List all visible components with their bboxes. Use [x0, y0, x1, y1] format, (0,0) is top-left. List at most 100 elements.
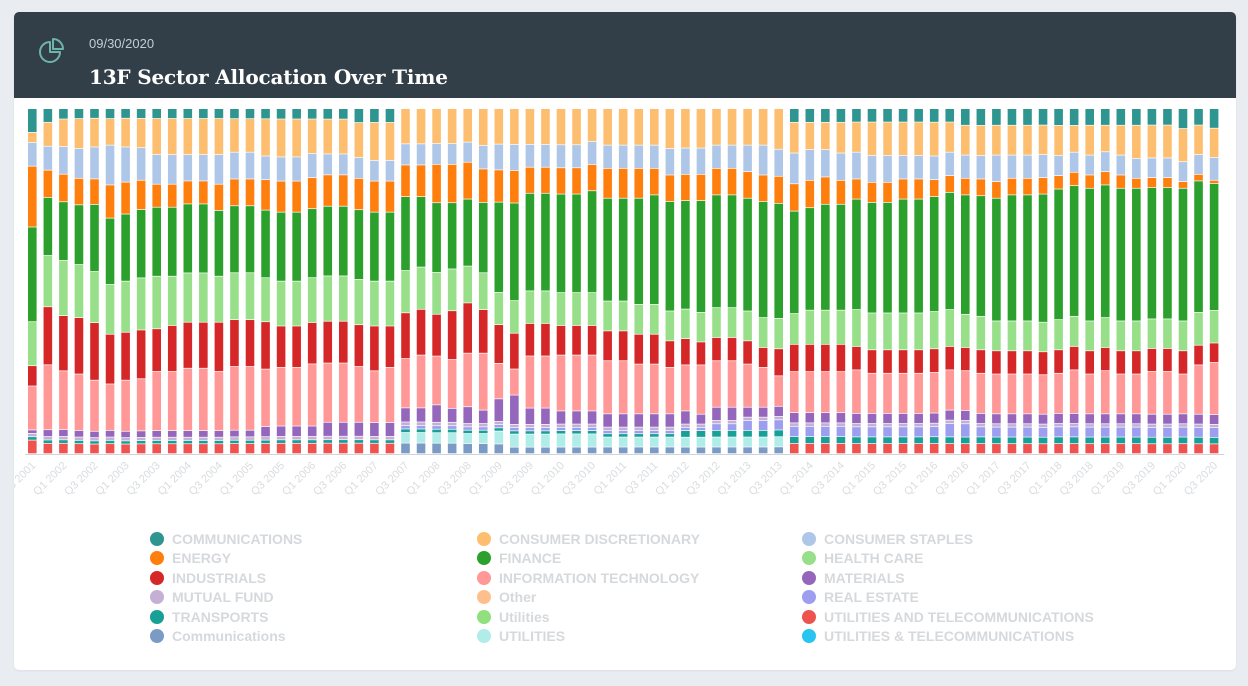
segment-utilities-and-telecommunications[interactable]	[370, 443, 379, 454]
segment-information-technology[interactable]	[105, 384, 115, 431]
segment-materials[interactable]	[323, 422, 333, 436]
segment-industrials[interactable]	[432, 314, 441, 356]
segment-information-technology[interactable]	[510, 369, 519, 395]
bar-q4-2016[interactable]	[976, 109, 986, 454]
segment-materials[interactable]	[836, 413, 846, 423]
segment-energy[interactable]	[1178, 181, 1188, 188]
bar-q3-2012[interactable]	[712, 109, 721, 454]
segment-utilities[interactable]	[665, 437, 675, 447]
segment-health-care[interactable]	[1132, 321, 1141, 351]
segment-energy[interactable]	[1023, 178, 1032, 195]
bar-q2-2012[interactable]	[696, 109, 706, 454]
segment-utilities[interactable]	[401, 432, 410, 443]
segment-real-estate[interactable]	[510, 427, 519, 431]
segment-consumer-staples[interactable]	[696, 148, 706, 175]
segment-consumer-staples[interactable]	[1100, 152, 1110, 172]
segment-consumer-discretionary[interactable]	[618, 109, 628, 145]
segment-finance[interactable]	[1132, 188, 1141, 321]
segment-industrials[interactable]	[1038, 352, 1048, 375]
segment-transports[interactable]	[105, 440, 115, 444]
segment-communications[interactable]	[867, 109, 877, 122]
segment-industrials[interactable]	[214, 322, 224, 372]
segment-communications[interactable]	[665, 447, 675, 454]
segment-transports[interactable]	[261, 440, 270, 444]
segment-transports[interactable]	[758, 430, 768, 437]
segment-transports[interactable]	[59, 440, 68, 443]
segment-consumer-staples[interactable]	[432, 143, 441, 165]
segment-consumer-staples[interactable]	[1069, 152, 1079, 172]
segment-information-technology[interactable]	[525, 356, 535, 408]
segment-consumer-discretionary[interactable]	[59, 119, 68, 147]
segment-communications[interactable]	[385, 109, 395, 123]
segment-information-technology[interactable]	[121, 380, 130, 431]
segment-finance[interactable]	[152, 207, 161, 276]
segment-industrials[interactable]	[28, 366, 37, 386]
segment-energy[interactable]	[821, 177, 830, 204]
segment-consumer-discretionary[interactable]	[74, 118, 84, 149]
segment-utilities-and-telecommunications[interactable]	[276, 443, 286, 454]
segment-utilities-and-telecommunications[interactable]	[136, 444, 146, 454]
segment-information-technology[interactable]	[665, 367, 675, 414]
segment-materials[interactable]	[214, 431, 224, 437]
segment-health-care[interactable]	[510, 301, 519, 333]
segment-energy[interactable]	[1069, 172, 1079, 186]
segment-health-care[interactable]	[1194, 312, 1203, 345]
segment-utilities-and-telecommunications[interactable]	[805, 443, 815, 454]
bar-q1-2014[interactable]	[805, 109, 815, 454]
segment-health-care[interactable]	[603, 301, 612, 331]
segment-energy[interactable]	[1007, 178, 1017, 195]
segment-information-technology[interactable]	[183, 368, 193, 431]
segment-materials[interactable]	[432, 405, 441, 422]
segment-communications[interactable]	[74, 109, 84, 119]
segment-information-technology[interactable]	[199, 368, 208, 431]
segment-communications[interactable]	[1147, 109, 1157, 125]
segment-industrials[interactable]	[867, 350, 877, 373]
segment-health-care[interactable]	[1038, 322, 1048, 352]
segment-communications[interactable]	[1132, 109, 1141, 125]
segment-health-care[interactable]	[494, 292, 504, 325]
segment-mutual-fund[interactable]	[758, 417, 768, 421]
segment-mutual-fund[interactable]	[307, 436, 317, 440]
segment-communications[interactable]	[478, 443, 488, 454]
segment-mutual-fund[interactable]	[339, 436, 348, 440]
segment-finance[interactable]	[183, 204, 193, 273]
segment-real-estate[interactable]	[883, 427, 892, 437]
segment-finance[interactable]	[447, 203, 457, 269]
segment-health-care[interactable]	[789, 313, 799, 344]
segment-communications[interactable]	[1178, 109, 1188, 129]
segment-communications[interactable]	[712, 447, 721, 454]
segment-utilities-and-telecommunications[interactable]	[199, 444, 208, 454]
segment-consumer-discretionary[interactable]	[945, 122, 955, 152]
segment-consumer-staples[interactable]	[525, 144, 535, 167]
segment-health-care[interactable]	[292, 281, 301, 326]
segment-communications[interactable]	[43, 109, 53, 122]
segment-communications[interactable]	[447, 443, 457, 454]
segment-industrials[interactable]	[603, 331, 612, 361]
segment-transports[interactable]	[401, 429, 410, 433]
segment-information-technology[interactable]	[541, 356, 550, 408]
segment-consumer-discretionary[interactable]	[28, 132, 37, 143]
segment-real-estate[interactable]	[961, 424, 970, 437]
segment-materials[interactable]	[665, 414, 675, 427]
segment-information-technology[interactable]	[401, 358, 410, 408]
segment-communications[interactable]	[789, 109, 799, 122]
segment-consumer-staples[interactable]	[1085, 155, 1094, 175]
segment-materials[interactable]	[510, 395, 519, 425]
segment-mutual-fund[interactable]	[1132, 424, 1141, 427]
segment-utilities-and-telecommunications[interactable]	[945, 443, 955, 454]
segment-mutual-fund[interactable]	[432, 422, 441, 426]
segment-information-technology[interactable]	[1178, 374, 1188, 414]
bar-q4-2003[interactable]	[167, 109, 177, 454]
segment-materials[interactable]	[572, 411, 581, 424]
segment-consumer-discretionary[interactable]	[43, 122, 53, 146]
segment-health-care[interactable]	[961, 314, 970, 348]
segment-consumer-staples[interactable]	[261, 156, 270, 180]
segment-materials[interactable]	[1116, 414, 1126, 424]
segment-consumer-discretionary[interactable]	[214, 118, 224, 155]
segment-utilities-and-telecommunications[interactable]	[1100, 444, 1110, 454]
segment-communications[interactable]	[1194, 109, 1203, 125]
segment-health-care[interactable]	[199, 273, 208, 322]
segment-utilities-and-telecommunications[interactable]	[183, 444, 193, 454]
segment-communications[interactable]	[28, 109, 37, 132]
segment-utilities-and-telecommunications[interactable]	[1132, 444, 1141, 454]
